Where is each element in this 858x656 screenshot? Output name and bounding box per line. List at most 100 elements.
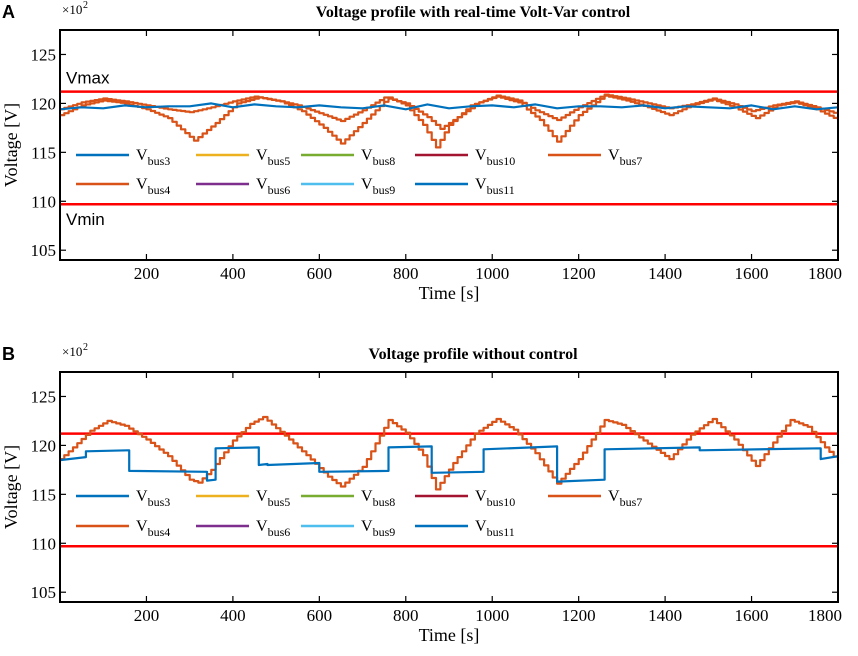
x-tick-label: 1200 — [562, 264, 596, 283]
series-line — [60, 102, 838, 111]
legend-label-sub: bus11 — [487, 183, 515, 197]
x-tick-label: 400 — [220, 606, 246, 625]
legend-label: Vbus4 — [136, 176, 170, 197]
legend-label: Vbus8 — [361, 147, 395, 168]
x-tick-label: 1000 — [475, 264, 509, 283]
legend-item-bus9: Vbus9 — [301, 176, 395, 197]
legend-label-base: V — [256, 176, 268, 193]
legend-label: Vbus3 — [136, 147, 170, 168]
x-tick-label: 200 — [134, 606, 160, 625]
legend-label-base: V — [475, 518, 487, 535]
legend-label: Vbus5 — [256, 488, 290, 509]
legend-label-sub: bus5 — [268, 495, 291, 509]
x-tick-label: 1800 — [808, 606, 842, 625]
y-tick-label: 120 — [31, 436, 57, 455]
legend-label-sub: bus9 — [373, 525, 396, 539]
x-tick-label: 800 — [393, 606, 419, 625]
legend-item-bus4: Vbus4 — [76, 518, 170, 539]
legend-label: Vbus8 — [361, 488, 395, 509]
y-tick-label: 115 — [31, 485, 56, 504]
legend-label-sub: bus7 — [620, 495, 643, 509]
x-tick-label: 400 — [220, 264, 246, 283]
legend-label-sub: bus11 — [487, 525, 515, 539]
legend-label: Vbus5 — [256, 147, 290, 168]
axis-scale-exponent: 2 — [83, 342, 88, 353]
panel-label: B — [2, 344, 15, 364]
legend-label: Vbus10 — [475, 147, 515, 168]
y-tick-label: 115 — [31, 143, 56, 162]
axis-scale-exponent: 2 — [83, 0, 88, 11]
chart-panel-b: B Voltage profile without control ×10 2 105 1… — [1, 342, 842, 645]
legend-item-bus4: Vbus4 — [76, 176, 170, 197]
chart-title: Voltage profile with real-time Volt-Var … — [316, 4, 631, 21]
series-line — [60, 94, 838, 149]
legend-label-base: V — [256, 488, 268, 505]
legend-item-bus8: Vbus8 — [301, 488, 395, 509]
x-tick-label: 1400 — [648, 606, 682, 625]
legend-item-bus3: Vbus3 — [76, 488, 170, 509]
legend-label: Vbus7 — [608, 488, 642, 509]
x-axis-label: Time [s] — [419, 625, 480, 645]
legend-label: Vbus4 — [136, 518, 170, 539]
legend-label-sub: bus8 — [373, 154, 396, 168]
series-line — [60, 445, 838, 483]
legend-label-sub: bus3 — [148, 495, 171, 509]
x-tick-label: 1000 — [475, 606, 509, 625]
series-group — [60, 93, 838, 149]
legend-label-sub: bus4 — [148, 525, 171, 539]
legend-label-sub: bus4 — [148, 183, 171, 197]
legend-label-sub: bus6 — [268, 183, 291, 197]
legend-label: Vbus11 — [475, 176, 515, 197]
legend-item-bus7: Vbus7 — [548, 488, 642, 509]
x-tick-label: 800 — [393, 264, 419, 283]
legend-label: Vbus6 — [256, 518, 290, 539]
legend-label: Vbus7 — [608, 147, 642, 168]
legend-label: Vbus9 — [361, 518, 395, 539]
legend-label-base: V — [475, 488, 487, 505]
x-tick-label: 200 — [134, 264, 160, 283]
x-tick-label: 600 — [307, 606, 333, 625]
x-tick-label: 1400 — [648, 264, 682, 283]
limit-label-vmax: Vmax — [66, 69, 110, 88]
legend-item-bus11: Vbus11 — [415, 176, 515, 197]
y-tick-label: 110 — [31, 534, 56, 553]
legend-label: Vbus3 — [136, 488, 170, 509]
legend-label-sub: bus7 — [620, 154, 643, 168]
legend-item-bus6: Vbus6 — [196, 176, 290, 197]
legend-item-bus7: Vbus7 — [548, 147, 642, 168]
legend-label-base: V — [608, 147, 620, 164]
y-tick-label: 125 — [31, 387, 57, 406]
legend-label: Vbus10 — [475, 488, 515, 509]
legend-item-bus10: Vbus10 — [415, 488, 515, 509]
legend-label-base: V — [361, 488, 373, 505]
legend-label-base: V — [136, 147, 148, 164]
legend-label-sub: bus10 — [487, 154, 516, 168]
legend-label-base: V — [475, 147, 487, 164]
plot-frame — [59, 371, 839, 603]
legend-label-base: V — [256, 147, 268, 164]
x-tick-label: 600 — [307, 264, 333, 283]
legend-item-bus5: Vbus5 — [196, 147, 290, 168]
x-tick-label: 1800 — [808, 264, 842, 283]
plot-frame — [59, 29, 839, 261]
chart-panel-a: A Voltage profile with real-time Volt-Var… — [1, 0, 842, 303]
panel-label: A — [2, 2, 15, 22]
legend-label-base: V — [361, 147, 373, 164]
legend-label-sub: bus3 — [148, 154, 171, 168]
legend-item-bus10: Vbus10 — [415, 147, 515, 168]
x-tick-label: 1600 — [735, 264, 769, 283]
legend-label-base: V — [361, 176, 373, 193]
series-group — [60, 415, 838, 491]
series-line — [60, 93, 838, 130]
series-line — [60, 415, 838, 491]
y-tick-label: 125 — [31, 45, 57, 64]
chart-title: Voltage profile without control — [368, 346, 578, 363]
legend-label-sub: bus9 — [373, 183, 396, 197]
limit-label-vmin: Vmin — [66, 210, 105, 229]
legend-label-base: V — [608, 488, 620, 505]
legend-item-bus5: Vbus5 — [196, 488, 290, 509]
legend-label-sub: bus10 — [487, 495, 516, 509]
legend-item-bus3: Vbus3 — [76, 147, 170, 168]
